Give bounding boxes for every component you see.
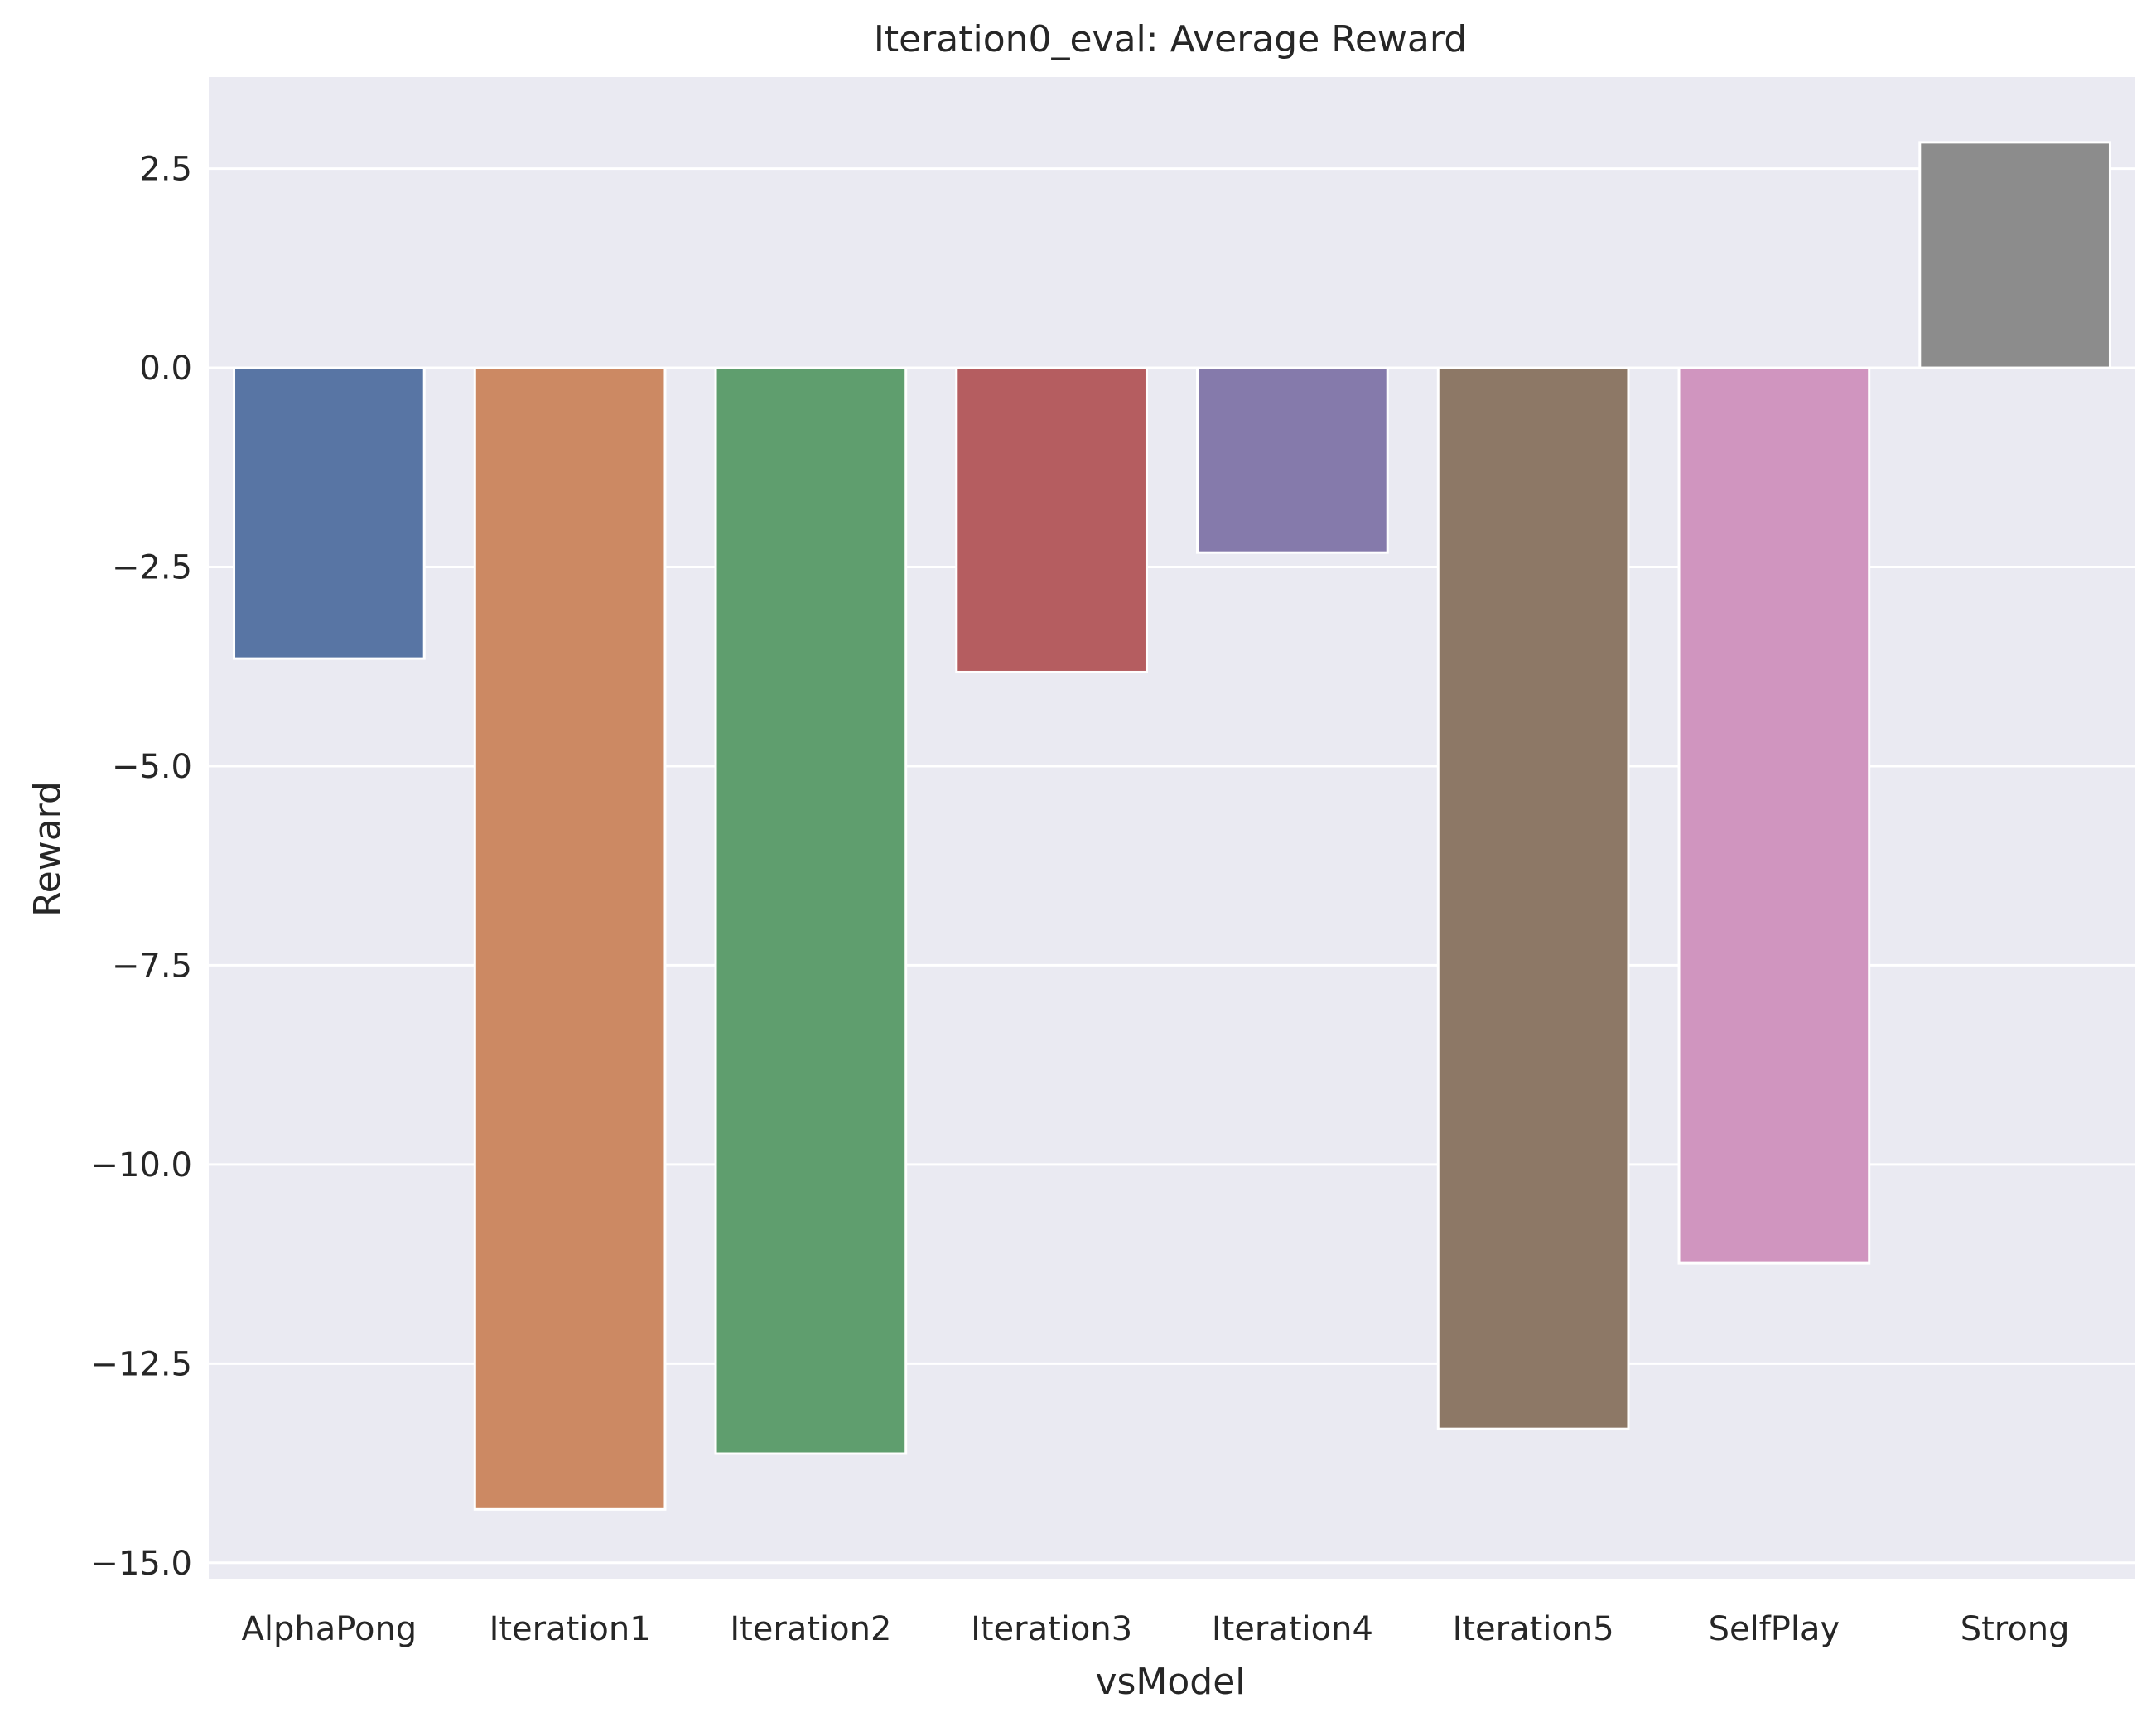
y-tick-label: −15.0 [90, 1545, 192, 1583]
bar-iteration5 [1436, 366, 1630, 1430]
x-tick-label: Iteration3 [971, 1610, 1132, 1648]
chart-title: Iteration0_eval: Average Reward [874, 18, 1467, 60]
y-tick-label: 0.0 [139, 350, 192, 388]
bar-iteration1 [473, 366, 667, 1511]
bar-iteration2 [714, 366, 908, 1455]
bars [233, 141, 2111, 1511]
bar-alphapong [233, 366, 426, 660]
y-tick-label: −2.5 [112, 549, 192, 587]
x-tick-label: AlphaPong [242, 1610, 417, 1648]
x-tick-label: Strong [1961, 1610, 2070, 1648]
y-tick-label: −7.5 [112, 947, 192, 985]
y-tick-labels: 2.5 0.0 −2.5 −5.0 −7.5 −10.0 −12.5 −15.0 [90, 151, 192, 1583]
y-tick-label: −12.5 [90, 1345, 192, 1383]
x-axis-label: vsModel [1095, 1661, 1245, 1703]
bar-selfplay [1677, 366, 1871, 1265]
y-axis-label: Reward [27, 781, 69, 917]
x-tick-label: SelfPlay [1709, 1610, 1840, 1648]
y-tick-label: 2.5 [139, 151, 192, 189]
x-tick-label: Iteration2 [730, 1610, 891, 1648]
bar-iteration4 [1196, 366, 1389, 554]
x-tick-labels: AlphaPong Iteration1 Iteration2 Iteration3 I… [242, 1610, 2070, 1648]
x-tick-label: Iteration4 [1212, 1610, 1373, 1648]
y-tick-label: −5.0 [112, 748, 192, 786]
x-tick-label: Iteration5 [1453, 1610, 1614, 1648]
y-tick-label: −10.0 [90, 1146, 192, 1184]
bar-strong [1918, 141, 2111, 369]
bar-iteration3 [955, 366, 1148, 673]
x-tick-label: Iteration1 [490, 1610, 651, 1648]
